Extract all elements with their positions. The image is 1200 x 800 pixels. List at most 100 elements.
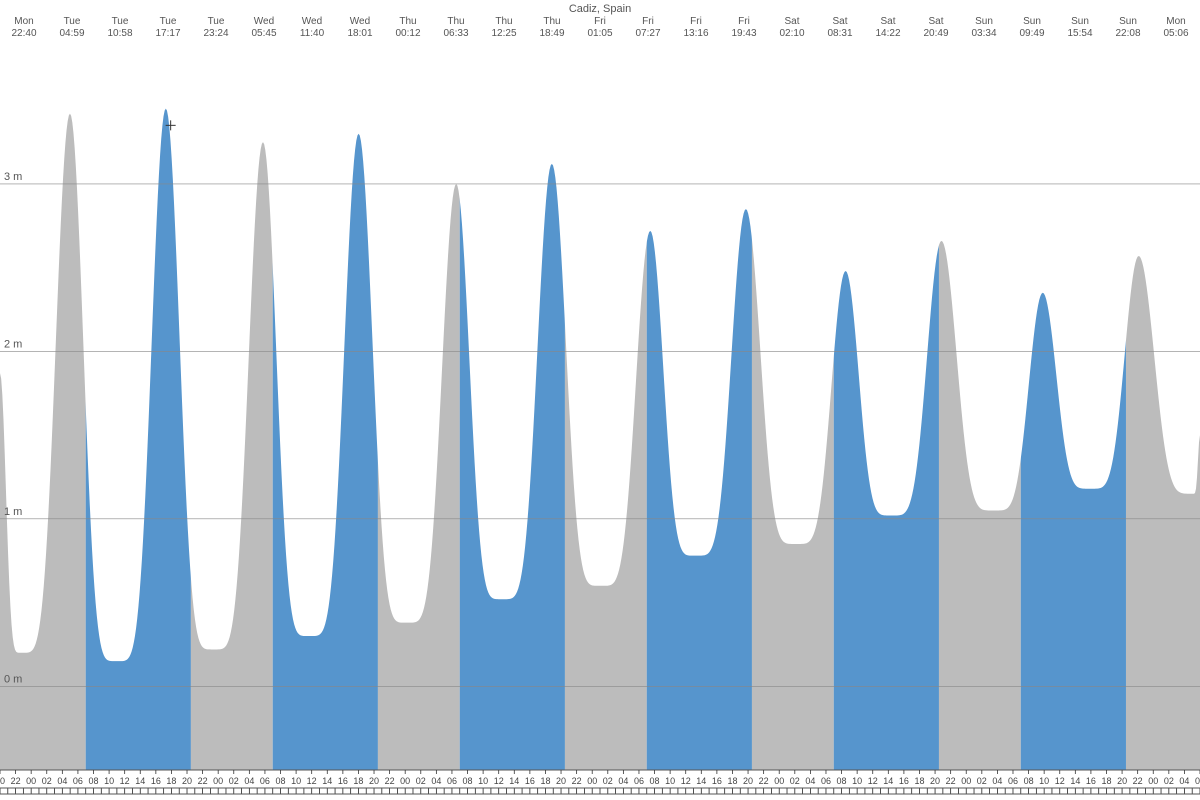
- x-hour-label: 08: [88, 776, 98, 786]
- x-hour-label: 04: [805, 776, 815, 786]
- x-hour-label: 02: [42, 776, 52, 786]
- x-hour-label: 08: [837, 776, 847, 786]
- x-hour-label: 18: [540, 776, 550, 786]
- top-label-day: Sun: [1071, 16, 1089, 27]
- x-hour-label: 08: [650, 776, 660, 786]
- x-hour-label: 02: [416, 776, 426, 786]
- x-hour-label: 16: [525, 776, 535, 786]
- top-label-day: Wed: [302, 16, 322, 27]
- top-label-day: Sun: [1023, 16, 1041, 27]
- top-label-time: 07:27: [635, 28, 660, 39]
- x-hour-label: 22: [572, 776, 582, 786]
- x-hour-label: 00: [1148, 776, 1158, 786]
- x-hour-label: 22: [198, 776, 208, 786]
- x-hour-label: 18: [353, 776, 363, 786]
- x-hour-label: 22: [1133, 776, 1143, 786]
- x-hour-label: 22: [759, 776, 769, 786]
- x-hour-label: 16: [1086, 776, 1096, 786]
- x-hour-label: 00: [400, 776, 410, 786]
- x-hour-label: 12: [307, 776, 317, 786]
- top-label-time: 14:22: [875, 28, 900, 39]
- x-hour-label: 00: [774, 776, 784, 786]
- top-label-time: 04:59: [59, 28, 84, 39]
- tide-area-group: [0, 109, 1200, 770]
- x-hour-label: 02: [603, 776, 613, 786]
- y-axis-label: 2 m: [4, 338, 22, 350]
- top-label-day: Tue: [64, 16, 81, 27]
- top-label-time: 02:10: [779, 28, 804, 39]
- x-hour-label: 20: [369, 776, 379, 786]
- top-label-time: 15:54: [1067, 28, 1092, 39]
- top-label-day: Tue: [112, 16, 129, 27]
- top-label-day: Tue: [208, 16, 225, 27]
- top-label-day: Fri: [594, 16, 606, 27]
- top-label-time: 01:05: [587, 28, 612, 39]
- top-label-day: Thu: [543, 16, 560, 27]
- tide-chart-container: 0 m1 m2 m3 m2022000204060810121416182022…: [0, 0, 1200, 800]
- top-label-day: Wed: [350, 16, 370, 27]
- x-hour-label: 00: [587, 776, 597, 786]
- x-hour-label: 12: [120, 776, 130, 786]
- x-hour-label: 20: [743, 776, 753, 786]
- x-hour-label: 10: [852, 776, 862, 786]
- y-axis-label: 3 m: [4, 171, 22, 183]
- x-hour-label: 16: [151, 776, 161, 786]
- x-hour-label: 04: [992, 776, 1002, 786]
- x-hour-label: 14: [883, 776, 893, 786]
- x-hour-label: 08: [463, 776, 473, 786]
- x-hour-label: 18: [914, 776, 924, 786]
- x-hour-label: 06: [260, 776, 270, 786]
- x-hour-label: 10: [665, 776, 675, 786]
- x-hour-label: 06: [634, 776, 644, 786]
- x-hour-label: 10: [478, 776, 488, 786]
- x-hour-label: 10: [104, 776, 114, 786]
- top-label-time: 22:40: [11, 28, 36, 39]
- x-hour-label: 12: [868, 776, 878, 786]
- x-hour-label: 02: [1164, 776, 1174, 786]
- x-hour-label: 02: [790, 776, 800, 786]
- x-hour-label: 16: [899, 776, 909, 786]
- top-label-day: Mon: [1166, 16, 1185, 27]
- x-hour-label: 22: [385, 776, 395, 786]
- top-label-time: 23:24: [203, 28, 228, 39]
- chart-title: Cadiz, Spain: [569, 3, 631, 15]
- top-label-day: Fri: [642, 16, 654, 27]
- top-label-time: 18:01: [347, 28, 372, 39]
- top-label-day: Thu: [447, 16, 464, 27]
- top-label-day: Tue: [160, 16, 177, 27]
- top-label-time: 13:16: [683, 28, 708, 39]
- x-hour-label: 20: [556, 776, 566, 786]
- x-hour-label: 14: [696, 776, 706, 786]
- x-hour-label: 16: [712, 776, 722, 786]
- top-label-time: 05:06: [1163, 28, 1188, 39]
- top-label-day: Sat: [928, 16, 943, 27]
- x-hour-label: 22: [946, 776, 956, 786]
- x-hour-label: 04: [431, 776, 441, 786]
- x-hour-label: 04: [244, 776, 254, 786]
- x-hour-label: 18: [1101, 776, 1111, 786]
- x-hour-label: 14: [135, 776, 145, 786]
- x-hour-label: 14: [322, 776, 332, 786]
- tide-chart-svg[interactable]: 0 m1 m2 m3 m2022000204060810121416182022…: [0, 0, 1200, 800]
- top-label-time: 09:49: [1019, 28, 1044, 39]
- x-hour-label: 04: [57, 776, 67, 786]
- top-label-day: Wed: [254, 16, 274, 27]
- top-label-day: Thu: [495, 16, 512, 27]
- top-label-time: 10:58: [107, 28, 132, 39]
- top-label-time: 19:43: [731, 28, 756, 39]
- y-axis-label: 0 m: [4, 673, 22, 685]
- x-hour-label: 12: [681, 776, 691, 786]
- top-label-time: 00:12: [395, 28, 420, 39]
- x-hour-label: 22: [11, 776, 21, 786]
- x-hour-label: 04: [618, 776, 628, 786]
- x-hour-label: 14: [1070, 776, 1080, 786]
- top-label-time: 12:25: [491, 28, 516, 39]
- top-label-time: 18:49: [539, 28, 564, 39]
- top-label-day: Sun: [975, 16, 993, 27]
- x-hour-label: 12: [494, 776, 504, 786]
- x-hour-label: 10: [291, 776, 301, 786]
- x-hour-label: 00: [961, 776, 971, 786]
- x-hour-label: 06: [821, 776, 831, 786]
- x-hour-label: 00: [26, 776, 36, 786]
- x-hour-label: 14: [509, 776, 519, 786]
